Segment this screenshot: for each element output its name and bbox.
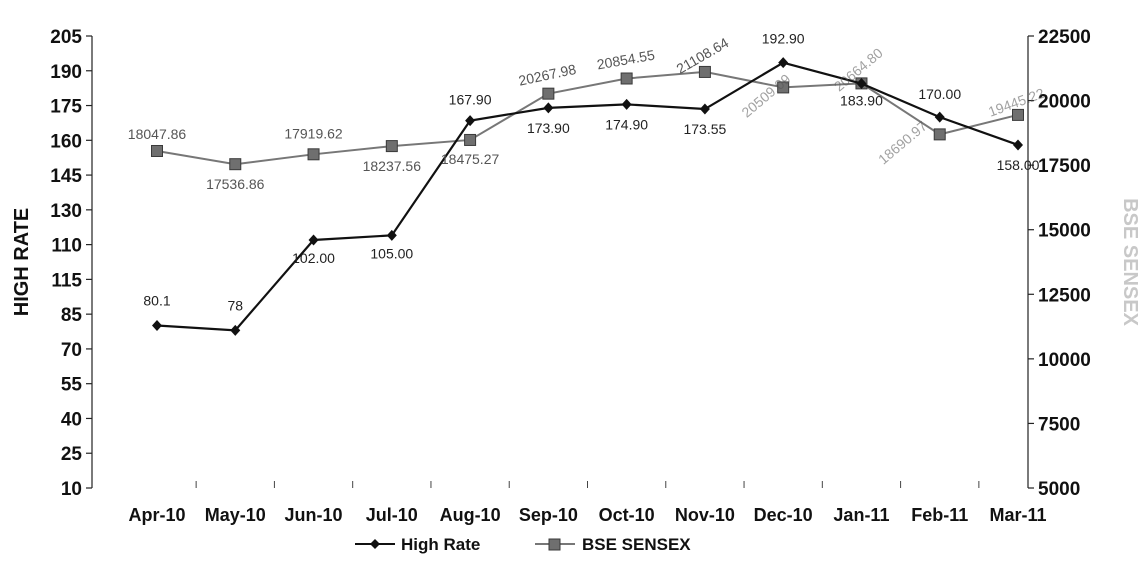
left-tick-label: 110 [51, 236, 82, 257]
point-high-rate-jul-10 [386, 229, 397, 241]
left-tick-label: 145 [50, 166, 82, 187]
right-tick-label: 17500 [1038, 156, 1091, 177]
point-high-rate-sep-10 [543, 102, 554, 114]
right-tick-label: 5000 [1038, 479, 1080, 500]
point-high-rate-jun-10 [308, 234, 319, 246]
left-tick-label: 115 [51, 270, 82, 291]
x-tick-label: Apr-10 [128, 505, 185, 525]
data-label-bse-sensex: 17536.86 [206, 176, 265, 192]
left-tick-label: 85 [61, 305, 83, 326]
right-tick-label: 22500 [1038, 27, 1091, 48]
left-tick-label: 190 [50, 62, 82, 83]
x-axis-ticks: Apr-10 May-10 Jun-10 Jul-10 Aug-10 Sep-10 Oct-… [128, 481, 1047, 525]
point-bse-sensex-may-10 [229, 158, 242, 171]
data-label-high-rate: 173.55 [683, 121, 726, 137]
data-label-high-rate: 173.90 [527, 120, 570, 136]
point-high-rate-oct-10 [621, 98, 632, 110]
series-layer [151, 57, 1024, 336]
left-tick-label: 205 [50, 27, 82, 48]
x-tick-label: Jun-10 [285, 505, 343, 525]
right-axis-ticks: 5000 7500 10000 12500 15000 17500 20000 22500 [1028, 27, 1091, 500]
series-line-high-rate [156, 61, 1019, 332]
left-tick-label: 70 [61, 340, 82, 361]
data-label-high-rate: 174.90 [605, 116, 648, 132]
data-label-bse-sensex: 20509.09 [738, 71, 793, 121]
point-bse-sensex-jul-10 [385, 140, 398, 153]
left-tick-label: 55 [61, 375, 83, 396]
point-high-rate-apr-10 [152, 320, 162, 332]
data-label-bse-sensex: 20267.98 [517, 61, 578, 89]
x-tick-label: Oct-10 [599, 505, 655, 525]
point-high-rate-jan-11 [856, 78, 867, 90]
x-tick-label: Dec-10 [754, 505, 813, 525]
left-tick-label: 130 [50, 201, 82, 222]
right-tick-label: 7500 [1038, 414, 1080, 435]
data-label-bse-sensex: 18690.97 [875, 118, 930, 168]
legend-marker-bse-sensex [548, 538, 561, 551]
data-label-high-rate: 158.00 [997, 157, 1040, 173]
point-high-rate-nov-10 [699, 103, 710, 115]
data-label-high-rate: 167.90 [449, 92, 492, 108]
x-tick-label: Sep-10 [519, 505, 578, 525]
data-label-bse-sensex: 17919.62 [284, 125, 343, 141]
point-bse-sensex-apr-10 [151, 144, 163, 157]
data-label-bse-sensex: 18475.27 [441, 151, 500, 167]
point-high-rate-may-10 [230, 324, 241, 336]
right-tick-label: 20000 [1038, 92, 1091, 113]
point-bse-sensex-mar-11 [1012, 108, 1024, 121]
point-high-rate-dec-10 [778, 57, 789, 69]
x-tick-label: Nov-10 [675, 505, 735, 525]
x-tick-label: Jan-11 [833, 505, 889, 525]
right-tick-label: 12500 [1038, 285, 1091, 306]
chart-axes [91, 36, 1029, 488]
left-tick-label: 10 [61, 479, 82, 500]
data-label-high-rate: 192.90 [762, 31, 805, 47]
point-bse-sensex-oct-10 [620, 72, 633, 85]
legend-marker-high-rate [370, 539, 380, 549]
left-tick-label: 25 [61, 444, 83, 465]
left-tick-label: 175 [50, 97, 82, 118]
left-tick-label: 160 [50, 131, 82, 152]
left-axis-ticks: 10 25 40 55 70 85 115 110 130 145 160 175 190 205 [50, 27, 92, 500]
data-label-bse-sensex: 18047.86 [128, 126, 187, 142]
point-bse-sensex-aug-10 [464, 133, 477, 146]
series-line-bse-sensex [156, 70, 1019, 166]
point-bse-sensex-dec-10 [777, 81, 790, 94]
point-high-rate-mar-11 [1013, 139, 1023, 151]
point-bse-sensex-sep-10 [542, 87, 555, 100]
data-label-high-rate: 183.90 [840, 93, 883, 109]
x-tick-label: May-10 [205, 505, 266, 525]
legend: High Rate BSE SENSEX [355, 535, 691, 554]
data-labels-layer: 80.1 78 102.00 105.00 167.90 173.90 174.90 173.… [128, 31, 1047, 314]
point-high-rate-feb-11 [934, 111, 945, 123]
x-tick-label: Mar-11 [989, 505, 1046, 525]
point-bse-sensex-feb-11 [933, 128, 946, 141]
data-label-high-rate: 102.00 [292, 250, 335, 266]
x-tick-label: Jul-10 [366, 505, 418, 525]
point-high-rate-aug-10 [465, 115, 476, 127]
data-label-high-rate: 170.00 [918, 86, 961, 102]
right-tick-label: 15000 [1038, 221, 1091, 242]
right-tick-label: 10000 [1038, 350, 1091, 371]
x-tick-label: Feb-11 [911, 505, 968, 525]
y-axis-label: HIGH RATE [11, 208, 33, 317]
point-bse-sensex-jun-10 [307, 148, 320, 161]
left-tick-label: 40 [61, 409, 82, 430]
legend-entry-high-rate: High Rate [401, 535, 480, 554]
data-label-bse-sensex: 18237.56 [363, 158, 422, 174]
x-tick-label: Aug-10 [440, 505, 501, 525]
data-label-high-rate: 105.00 [370, 245, 413, 261]
data-label-bse-sensex: 20854.55 [596, 47, 656, 73]
data-label-high-rate: 80.1 [143, 293, 170, 309]
y2-axis-label: BSE SENSEX [1119, 198, 1141, 326]
legend-entry-bse-sensex: BSE SENSEX [582, 535, 691, 554]
point-bse-sensex-nov-10 [698, 65, 711, 78]
data-label-high-rate: 78 [227, 297, 243, 313]
